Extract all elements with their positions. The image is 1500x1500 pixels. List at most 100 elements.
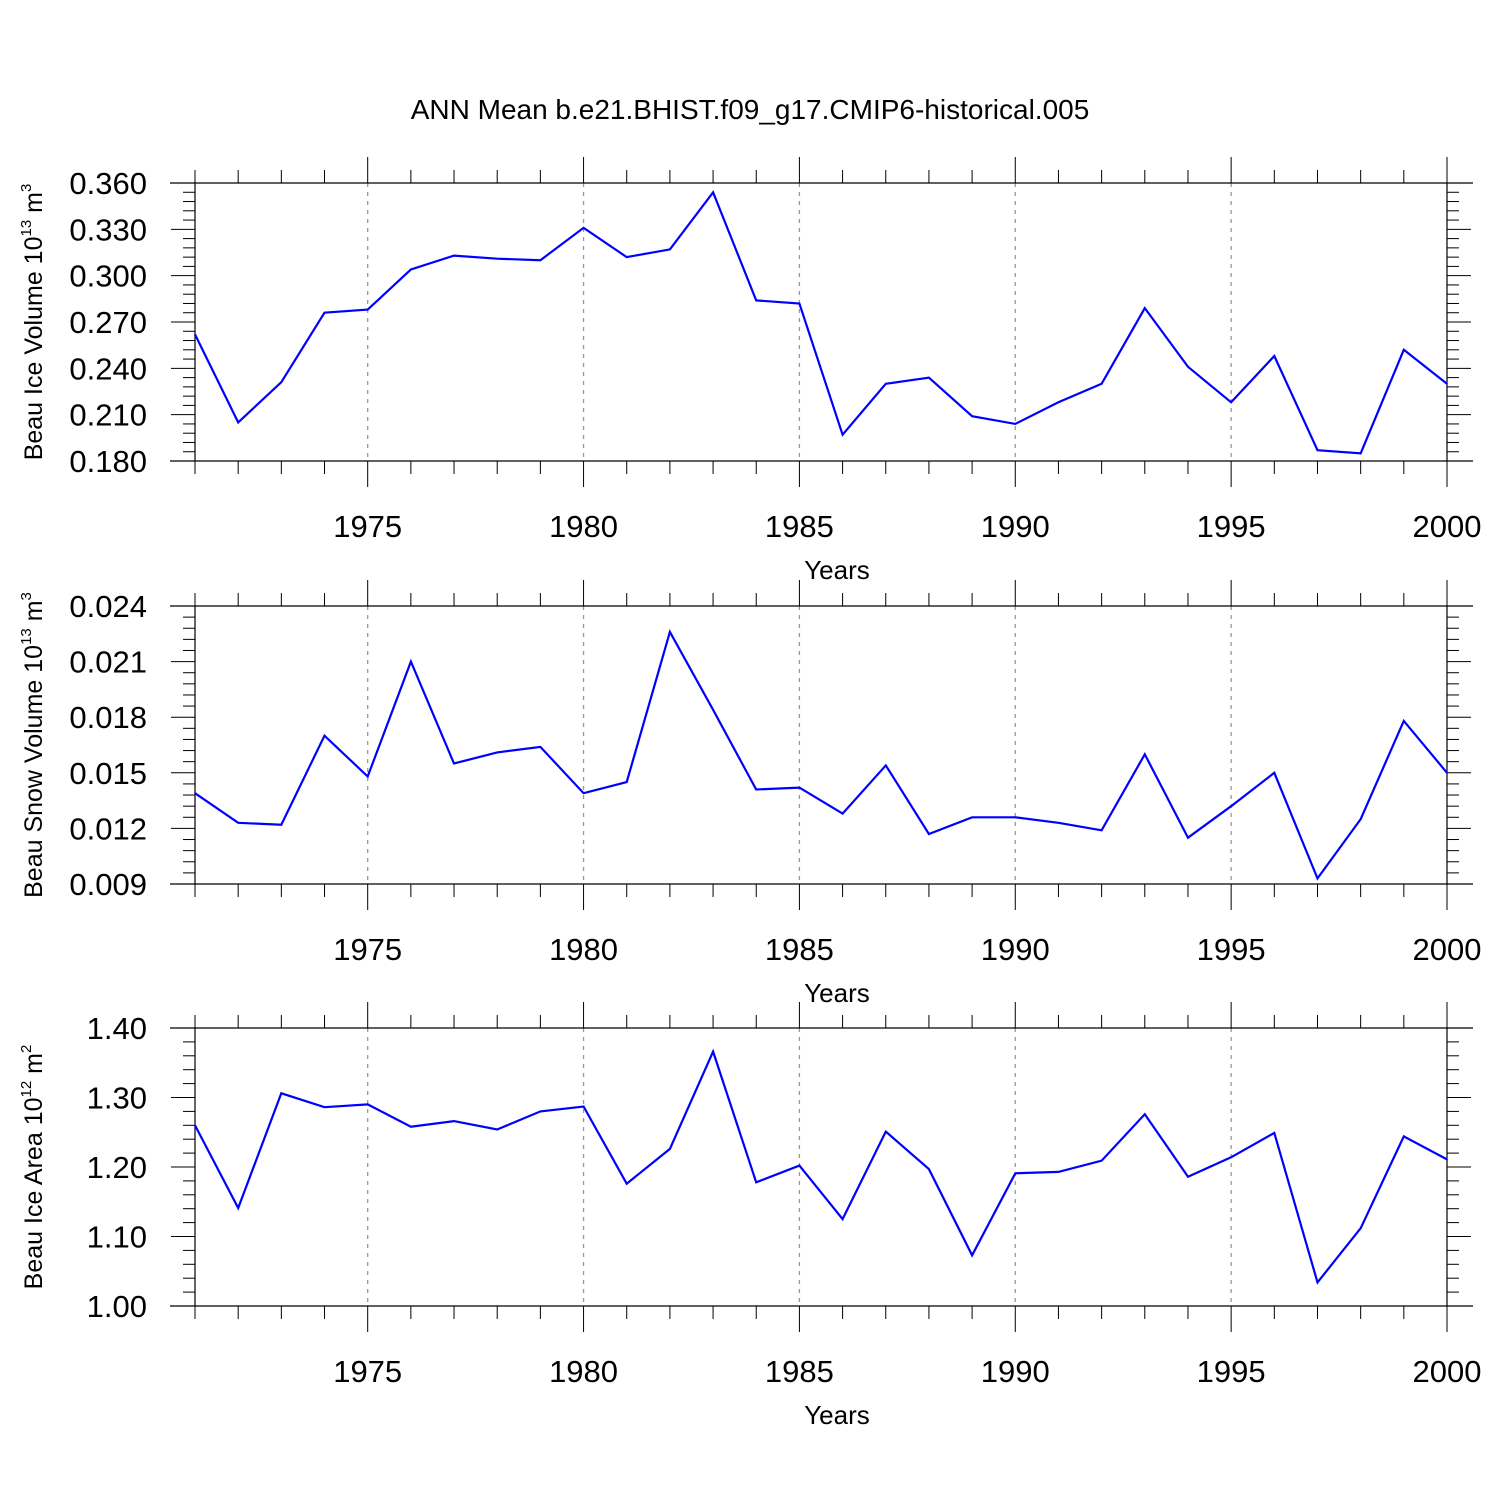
data-point bbox=[712, 191, 714, 194]
data-point bbox=[841, 812, 844, 815]
data-point bbox=[323, 311, 326, 314]
x-tick-label: 2000 bbox=[1413, 509, 1482, 544]
data-point bbox=[539, 746, 542, 748]
y-tick-label: 1.00 bbox=[87, 1289, 147, 1324]
panels: 1975 1980 1985 1990 1995 2000 Years 0.180 0.210 0… bbox=[18, 157, 1481, 1430]
y-tick-label: 0.009 bbox=[69, 867, 147, 902]
y-tick-label: 1.10 bbox=[87, 1220, 147, 1255]
data-point bbox=[280, 381, 283, 384]
data-point bbox=[625, 781, 628, 783]
data-point bbox=[669, 631, 671, 633]
data-point bbox=[1057, 401, 1060, 404]
data-point bbox=[453, 1120, 455, 1122]
data-point bbox=[539, 1110, 542, 1113]
data-point bbox=[971, 1254, 973, 1257]
y-tick-label: 0.015 bbox=[69, 756, 147, 791]
data-point bbox=[798, 1164, 801, 1167]
data-point bbox=[194, 792, 196, 794]
data-point bbox=[1359, 818, 1362, 820]
data-point bbox=[712, 708, 714, 711]
data-point bbox=[798, 786, 801, 789]
y-tick-label: 0.012 bbox=[69, 811, 147, 846]
data-point bbox=[1359, 452, 1362, 455]
series-line-1 bbox=[194, 1048, 1448, 1285]
panel-1: 1975 1980 1985 1990 1995 2000 Years 0.180 0.210 0… bbox=[18, 157, 1481, 585]
data-point bbox=[323, 734, 326, 737]
data-point bbox=[625, 1182, 628, 1185]
data-point bbox=[582, 1105, 585, 1108]
data-point bbox=[1143, 307, 1146, 309]
data-point bbox=[410, 1125, 412, 1128]
data-point bbox=[1100, 829, 1103, 832]
data-point bbox=[1359, 1227, 1362, 1229]
data-point bbox=[884, 1130, 887, 1133]
x-tick-label: 1975 bbox=[333, 509, 402, 544]
y-tick-label: 0.024 bbox=[69, 589, 147, 624]
data-point bbox=[1403, 720, 1405, 722]
data-point bbox=[237, 822, 239, 824]
data-point bbox=[496, 1128, 499, 1131]
x-tick-label: 1985 bbox=[765, 932, 834, 967]
data-point bbox=[582, 226, 585, 229]
x-axis-label: Years bbox=[804, 1400, 870, 1430]
data-point bbox=[625, 256, 628, 258]
data-point bbox=[1014, 423, 1017, 425]
data-point bbox=[841, 433, 844, 436]
data-point bbox=[366, 1103, 369, 1106]
data-point bbox=[1273, 1132, 1276, 1134]
data-point bbox=[410, 268, 412, 271]
series-line-1 bbox=[194, 629, 1448, 881]
data-point bbox=[928, 376, 930, 379]
y-tick-label: 0.021 bbox=[69, 645, 147, 680]
data-point bbox=[237, 421, 239, 424]
data-point bbox=[237, 1207, 239, 1209]
x-tick-label: 1990 bbox=[981, 1354, 1050, 1389]
data-point bbox=[1057, 822, 1060, 824]
data-point bbox=[1230, 805, 1232, 807]
data-point bbox=[1230, 1156, 1232, 1159]
y-tick-label: 0.018 bbox=[69, 700, 147, 735]
y-tick-label: 0.180 bbox=[69, 444, 147, 479]
data-point bbox=[1187, 836, 1189, 839]
y-tick-label: 1.30 bbox=[87, 1081, 147, 1116]
data-point bbox=[366, 308, 369, 311]
data-point bbox=[496, 257, 499, 260]
data-point bbox=[884, 382, 887, 385]
data-point bbox=[1316, 1281, 1319, 1284]
data-point bbox=[410, 660, 412, 663]
data-point bbox=[1273, 772, 1276, 774]
data-point bbox=[280, 823, 283, 826]
y-tick-label: 0.210 bbox=[69, 398, 147, 433]
data-point bbox=[1446, 382, 1448, 385]
data-point bbox=[280, 1092, 283, 1095]
series-line-1 bbox=[194, 190, 1448, 455]
data-point bbox=[1316, 877, 1319, 880]
data-point bbox=[582, 792, 585, 794]
x-tick-label: 1975 bbox=[333, 1354, 402, 1389]
y-tick-label: 0.360 bbox=[69, 166, 147, 201]
data-point bbox=[1446, 772, 1448, 774]
data-point bbox=[971, 816, 973, 819]
x-axis-label: Years bbox=[804, 978, 870, 1008]
data-point bbox=[884, 764, 887, 767]
panel-2: 1975 1980 1985 1990 1995 2000 Years 0.009 0.012 0… bbox=[18, 580, 1481, 1008]
y-tick-label: 0.300 bbox=[69, 259, 147, 294]
y-tick-label: 0.330 bbox=[69, 212, 147, 247]
data-point bbox=[496, 751, 499, 754]
data-point bbox=[1403, 349, 1405, 351]
x-tick-label: 1995 bbox=[1197, 932, 1266, 967]
x-axis-label: Years bbox=[804, 555, 870, 585]
data-point bbox=[366, 775, 369, 778]
x-tick-label: 1980 bbox=[549, 1354, 618, 1389]
x-tick-label: 1990 bbox=[981, 509, 1050, 544]
data-point bbox=[1100, 382, 1103, 385]
y-tick-label: 1.20 bbox=[87, 1150, 147, 1185]
data-point bbox=[928, 833, 930, 835]
panel-3: 1975 1980 1985 1990 1995 2000 Years 1.00 1.10 1.2… bbox=[18, 1002, 1481, 1430]
data-point bbox=[755, 299, 758, 302]
y-tick-label: 1.40 bbox=[87, 1011, 147, 1046]
data-point bbox=[1143, 1113, 1146, 1115]
x-tick-label: 1995 bbox=[1197, 509, 1266, 544]
x-tick-label: 2000 bbox=[1413, 1354, 1482, 1389]
